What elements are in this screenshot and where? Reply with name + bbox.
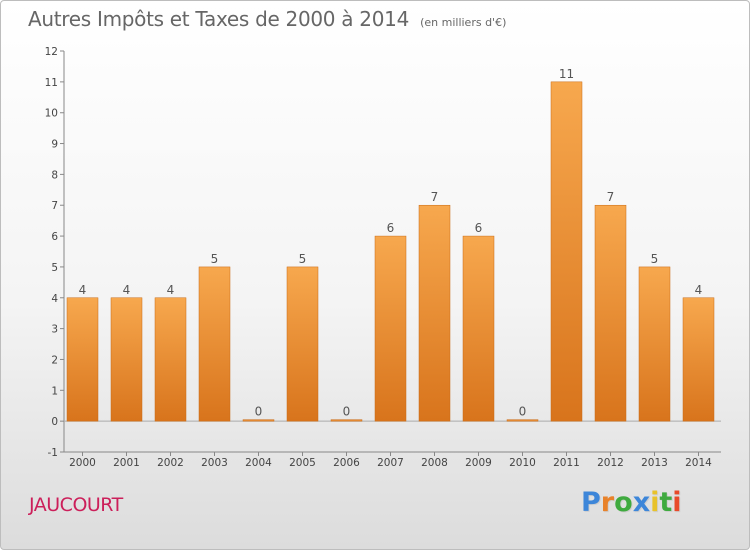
- x-tick-label-2013: 2013: [641, 457, 668, 469]
- value-label-2000: 4: [79, 283, 87, 297]
- y-tick-label: 11: [45, 77, 58, 89]
- y-tick-label: 12: [45, 46, 58, 58]
- value-label-2002: 4: [167, 283, 175, 297]
- x-tick-label-2001: 2001: [113, 457, 140, 469]
- bar-2008: [418, 204, 451, 422]
- value-label-2013: 5: [651, 252, 659, 266]
- bar-2002: [154, 297, 187, 422]
- y-tick-label: 4: [51, 293, 58, 305]
- y-tick-label: -1: [48, 447, 58, 459]
- y-tick-label: 8: [51, 169, 58, 181]
- x-tick-label-2004: 2004: [245, 457, 272, 469]
- x-tick-label-2007: 2007: [377, 457, 404, 469]
- logo-letter: r: [600, 487, 615, 518]
- bar-2003: [198, 266, 231, 422]
- y-tick-label: 10: [45, 108, 58, 120]
- y-tick-label: 7: [51, 200, 58, 212]
- x-tick-label-2010: 2010: [509, 457, 536, 469]
- bar-2000: [66, 297, 99, 422]
- logo-letter: o: [614, 487, 633, 518]
- bar-2007: [374, 235, 407, 422]
- y-tick-label: 9: [51, 139, 58, 151]
- bar-2009: [462, 235, 495, 422]
- x-tick-label-2014: 2014: [685, 457, 712, 469]
- y-tick-label: 6: [51, 231, 58, 243]
- bar-2010: [506, 419, 539, 422]
- value-label-2007: 6: [387, 221, 395, 235]
- bar-2004: [242, 419, 275, 422]
- x-tick-label-2009: 2009: [465, 457, 492, 469]
- chart-title-block: Autres Impôts et Taxes de 2000 à 2014 (e…: [28, 7, 506, 31]
- value-label-2006: 0: [343, 405, 351, 419]
- bar-2012: [594, 204, 627, 422]
- y-tick-label: 3: [51, 324, 58, 336]
- x-tick-label-2000: 2000: [69, 457, 96, 469]
- bar-2006: [330, 419, 363, 422]
- logo-letter: x: [632, 487, 651, 518]
- y-tick-label: 1: [51, 385, 58, 397]
- x-tick-label-2012: 2012: [597, 457, 624, 469]
- proxiti-logo: Proxiti: [581, 487, 682, 518]
- bar-2001: [110, 297, 143, 422]
- value-label-2005: 5: [299, 252, 307, 266]
- x-tick-label-2008: 2008: [421, 457, 448, 469]
- chart-unit: (en milliers d'€): [420, 16, 507, 29]
- y-tick-label: 5: [51, 262, 58, 274]
- bar-2011: [550, 81, 583, 422]
- value-label-2003: 5: [211, 252, 219, 266]
- value-label-2009: 6: [475, 221, 483, 235]
- chart-title: Autres Impôts et Taxes de 2000 à 2014: [28, 7, 409, 31]
- bar-2013: [638, 266, 671, 422]
- value-label-2012: 7: [607, 190, 615, 204]
- x-tick-label-2006: 2006: [333, 457, 360, 469]
- logo-letter: i: [650, 487, 660, 518]
- logo-letter: i: [672, 487, 682, 518]
- value-label-2008: 7: [431, 190, 439, 204]
- value-label-2010: 0: [519, 405, 527, 419]
- value-label-2001: 4: [123, 283, 131, 297]
- y-tick-label: 0: [51, 416, 58, 428]
- value-label-2014: 4: [695, 283, 703, 297]
- bar-2014: [682, 297, 715, 422]
- value-label-2004: 0: [255, 405, 263, 419]
- y-tick-label: 2: [51, 354, 58, 366]
- x-tick-label-2005: 2005: [289, 457, 316, 469]
- x-tick-label-2003: 2003: [201, 457, 228, 469]
- x-tick-label-2002: 2002: [157, 457, 184, 469]
- bar-2005: [286, 266, 319, 422]
- commune-name: JAUCOURT: [29, 494, 123, 516]
- logo-letter: P: [581, 487, 601, 518]
- x-tick-label-2011: 2011: [553, 457, 580, 469]
- logo-letter: t: [659, 487, 673, 518]
- value-label-2011: 11: [559, 67, 574, 81]
